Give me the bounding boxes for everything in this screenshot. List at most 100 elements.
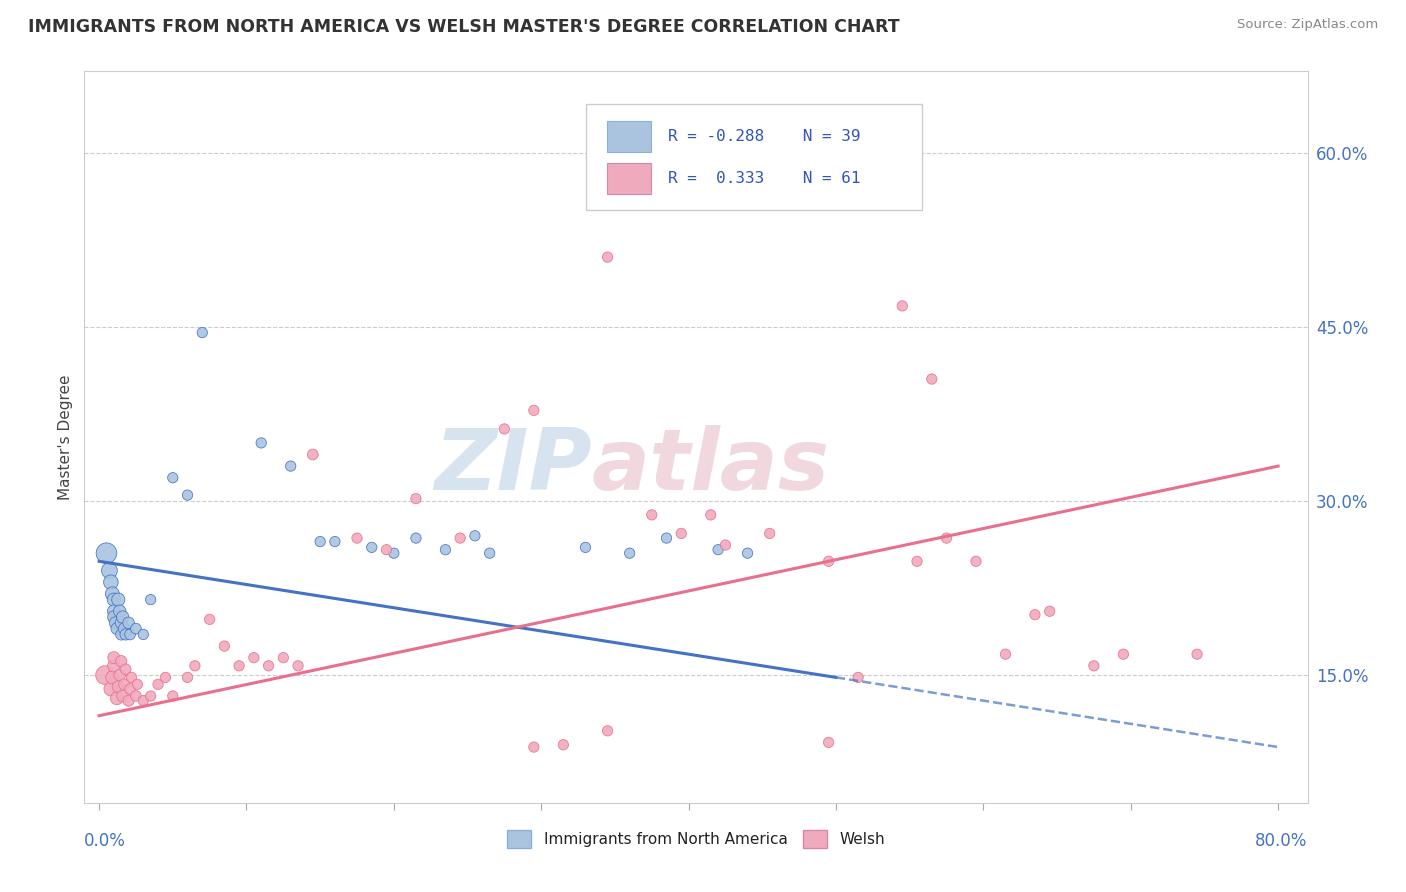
Point (105, 622, 128, 636)
Point (905, 554, 928, 568)
Point (714, 538, 737, 552)
Point (101, 670, 124, 684)
FancyBboxPatch shape (606, 121, 651, 152)
Point (107, 592, 129, 607)
Point (382, 546, 405, 560)
Point (405, 491, 427, 506)
Point (1185, 647, 1208, 661)
Point (103, 610, 125, 624)
Text: R = -0.288    N = 39: R = -0.288 N = 39 (668, 129, 860, 144)
Text: 80.0%: 80.0% (1256, 832, 1308, 850)
Point (98, 564, 121, 578)
Point (114, 627, 136, 641)
Point (112, 622, 135, 636)
Point (162, 471, 184, 485)
Y-axis label: Master's Degree: Master's Degree (58, 375, 73, 500)
Point (176, 670, 198, 684)
Point (434, 542, 457, 557)
Point (280, 459, 302, 474)
Point (146, 677, 169, 691)
Text: Source: ZipAtlas.com: Source: ZipAtlas.com (1237, 18, 1378, 31)
Point (250, 436, 273, 450)
Point (214, 639, 236, 653)
Point (118, 681, 141, 696)
Point (596, 723, 619, 738)
Legend: Immigrants from North America, Welsh: Immigrants from North America, Welsh (501, 824, 891, 854)
Point (1024, 607, 1046, 622)
Point (121, 670, 143, 684)
Point (346, 531, 368, 545)
Point (103, 650, 125, 665)
Point (184, 658, 207, 673)
Text: atlas: atlas (592, 425, 830, 508)
Point (108, 604, 131, 618)
Point (118, 627, 141, 641)
Point (758, 526, 780, 541)
Point (846, 670, 869, 684)
Point (132, 693, 155, 707)
Point (1083, 658, 1105, 673)
Point (100, 681, 122, 696)
Point (110, 615, 132, 630)
Point (243, 650, 266, 665)
Point (994, 647, 1017, 661)
Point (523, 740, 546, 755)
Point (125, 689, 148, 703)
Point (176, 488, 198, 502)
Point (478, 546, 501, 560)
Point (553, 738, 575, 752)
Point (110, 654, 132, 668)
Point (1039, 604, 1062, 618)
Point (112, 677, 135, 691)
Point (309, 534, 332, 549)
Point (110, 627, 132, 641)
Point (111, 610, 134, 624)
Point (101, 587, 124, 601)
Point (707, 542, 730, 557)
Point (96, 546, 118, 560)
Point (103, 658, 125, 673)
FancyBboxPatch shape (606, 163, 651, 194)
Point (619, 546, 641, 560)
Point (94, 668, 117, 682)
Point (405, 531, 427, 545)
Point (257, 658, 280, 673)
Point (817, 735, 839, 749)
Point (935, 531, 957, 545)
Point (655, 531, 678, 545)
Point (323, 534, 346, 549)
FancyBboxPatch shape (586, 104, 922, 211)
Point (127, 677, 149, 691)
Point (103, 604, 125, 618)
Point (107, 680, 129, 694)
Point (699, 508, 721, 522)
Point (921, 372, 943, 386)
Point (891, 299, 914, 313)
Point (671, 526, 693, 541)
Point (449, 531, 471, 545)
Point (301, 448, 323, 462)
Point (198, 612, 221, 626)
Point (162, 689, 184, 703)
Point (104, 615, 127, 630)
Point (132, 627, 155, 641)
Point (228, 658, 250, 673)
Point (108, 668, 131, 682)
Text: 0.0%: 0.0% (84, 832, 127, 850)
Point (117, 693, 139, 707)
Point (273, 650, 295, 665)
Point (139, 689, 162, 703)
Point (287, 658, 309, 673)
Point (100, 575, 122, 590)
Point (191, 326, 214, 340)
Point (737, 546, 759, 560)
Point (105, 691, 128, 706)
Point (523, 403, 546, 417)
Point (103, 592, 125, 607)
Point (596, 250, 619, 264)
Point (117, 615, 139, 630)
Point (139, 592, 162, 607)
Point (111, 689, 134, 703)
Point (965, 554, 987, 568)
Point (155, 670, 177, 684)
